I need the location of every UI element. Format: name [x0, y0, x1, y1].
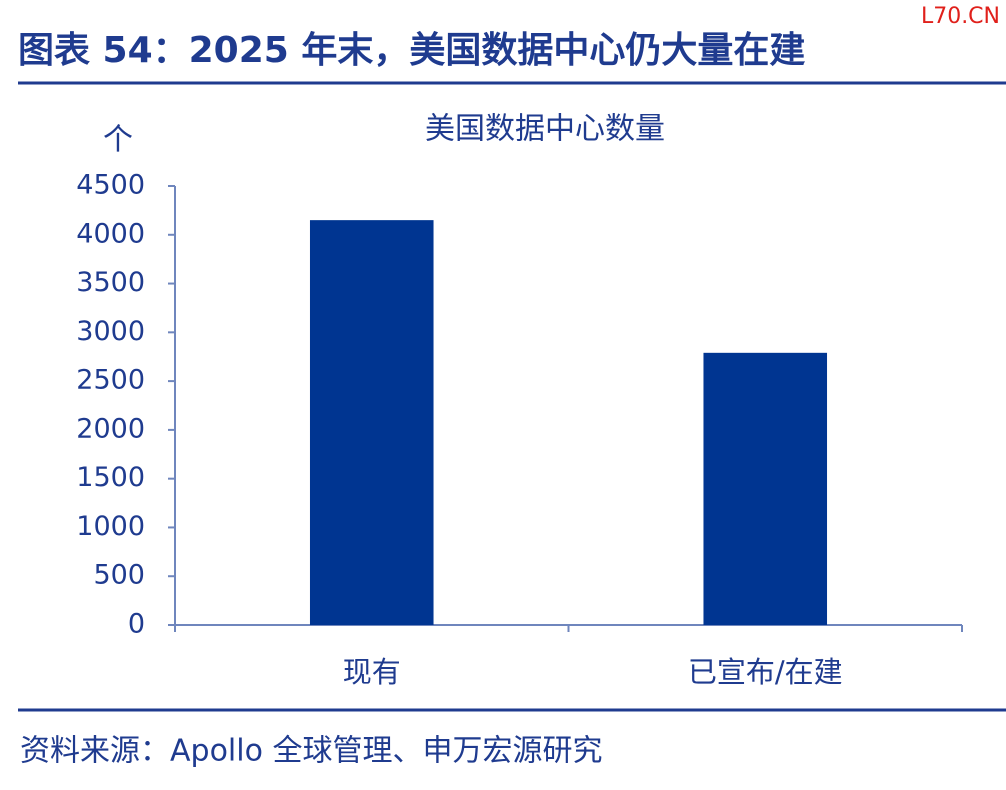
y-tick-label: 3500 [76, 267, 145, 298]
bar [703, 352, 828, 625]
chart-title: 美国数据中心数量 [425, 112, 665, 147]
x-tick-label: 已宣布/在建 [688, 655, 843, 689]
bar [309, 220, 434, 625]
header-title: 图表 54：2025 年末，美国数据中心仍大量在建 [18, 30, 805, 71]
y-tick-label: 4000 [76, 218, 145, 249]
y-tick-label: 4500 [76, 170, 145, 201]
y-tick-label: 2000 [76, 413, 145, 444]
source-note: 资料来源：Apollo 全球管理、申万宏源研究 [20, 734, 602, 769]
y-axis-unit: 个 [103, 123, 133, 158]
y-tick-label: 0 [128, 609, 145, 640]
y-tick-label: 500 [93, 560, 145, 591]
y-tick-label: 3000 [76, 316, 145, 347]
x-tick-label: 现有 [343, 655, 401, 689]
y-tick-label: 2500 [76, 365, 145, 396]
y-tick-label: 1000 [76, 511, 145, 542]
watermark: L70.CN [921, 4, 1000, 29]
y-tick-label: 1500 [76, 462, 145, 493]
